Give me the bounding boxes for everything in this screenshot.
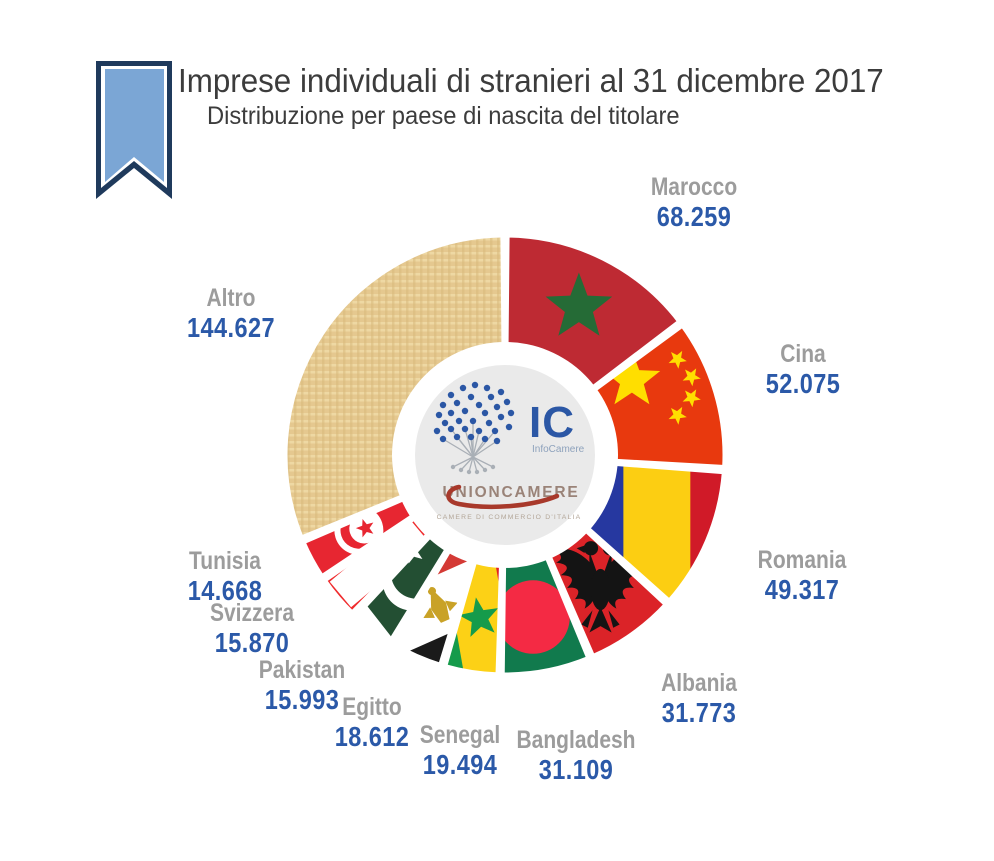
country-name: Egitto [342,692,402,721]
svg-text:UNIONCAMERE: UNIONCAMERE [443,484,580,501]
country-name: Tunisia [189,546,261,575]
slice-label-pakistan: Pakistan 15.993 [258,655,346,715]
country-name: Pakistan [258,655,346,684]
country-value: 18.612 [334,720,410,752]
slice-label-senegal: Senegal 19.494 [419,720,501,780]
slice-label-egitto: Egitto 18.612 [334,692,410,752]
slice-label-romania: Romania 49.317 [757,545,847,605]
slice-label-tunisia: Tunisia 14.668 [187,546,263,606]
country-value: 49.317 [764,573,840,605]
country-name: Albania [661,668,737,697]
country-name: Romania [757,545,847,574]
chart-title: Imprese individuali di stranieri al 31 d… [178,62,884,99]
bookmark-icon [96,61,172,199]
chart-subtitle: Distribuzione per paese di nascita del t… [207,102,680,130]
unioncamere-tagline: CAMERE DI COMMERCIO D'ITALIA [437,514,582,521]
infocamere-text: InfoCamere [532,444,585,455]
country-value: 31.109 [538,753,614,785]
country-value: 14.668 [187,574,263,606]
country-name: Bangladesh [516,725,636,754]
country-name: Cina [780,339,826,368]
slice-label-albania: Albania 31.773 [661,668,737,728]
slice-label-marocco: Marocco 68.259 [650,172,738,232]
country-name: Altro [206,283,256,312]
country-value: 31.773 [661,696,737,728]
country-value: 15.870 [214,626,290,658]
infocamere-tree-icon [433,381,515,475]
country-name: Senegal [419,720,501,749]
unioncamere-logo: UNIONCAMERE CAMERE DI COMMERCIO D'ITALIA [437,484,582,521]
country-name: Svizzera [209,598,295,627]
country-value: 19.494 [422,748,498,780]
country-value: 144.627 [187,311,275,343]
country-name: Marocco [650,172,738,201]
country-value: 68.259 [656,200,732,232]
country-value: 52.075 [765,367,841,399]
unioncamere-swoosh [446,484,560,510]
slice-label-bangladesh: Bangladesh 31.109 [516,725,636,785]
country-value: 15.993 [264,683,340,715]
slice-label-svizzera: Svizzera 15.870 [209,598,295,658]
slice-label-altro: Altro 144.627 [187,283,275,343]
ic-logo-text: IC [529,398,575,447]
slice-label-cina: Cina 52.075 [765,339,841,399]
